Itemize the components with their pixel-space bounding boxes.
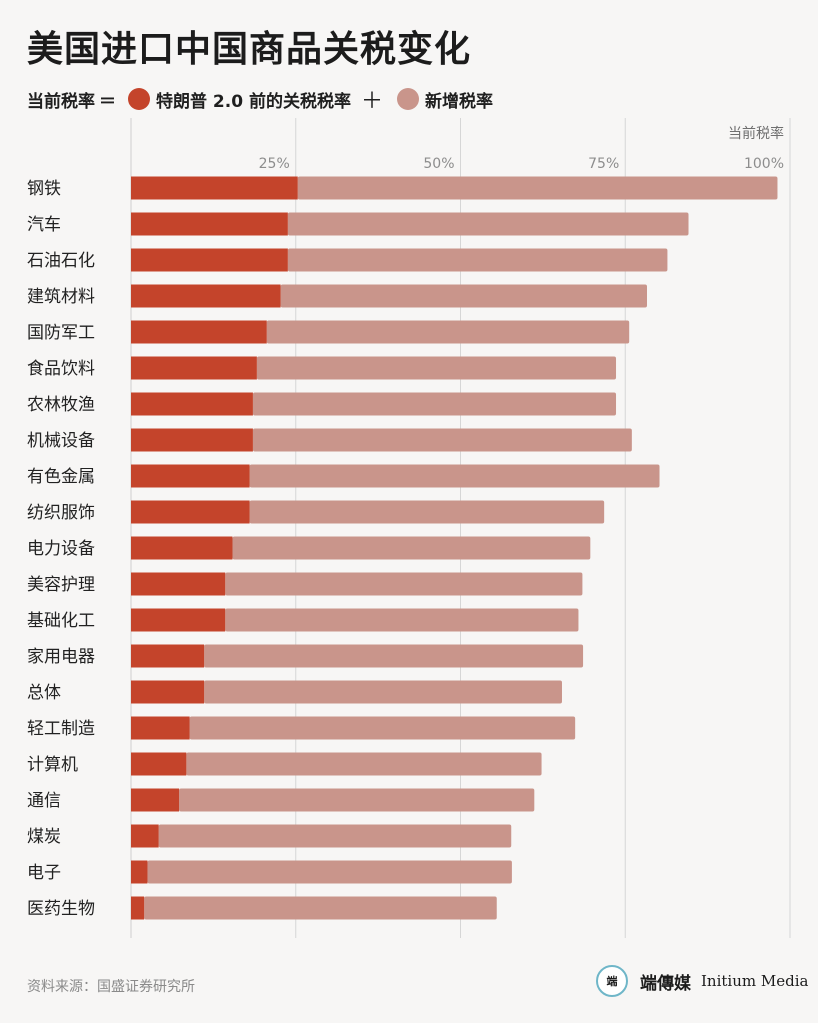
axis-title: 当前税率 [728, 125, 784, 142]
bar-base-rate [131, 248, 288, 272]
bar-added-rate [147, 860, 512, 884]
bar-base-rate [131, 608, 226, 632]
bar-base-rate [131, 788, 180, 812]
bar-added-rate [204, 680, 562, 704]
bar-base-rate [131, 644, 205, 668]
tick-label-25: 25% [259, 156, 290, 172]
category-label: 食品饮料 [27, 359, 95, 379]
bar-base-rate [131, 680, 205, 704]
legend: 当前税率 ＝ 特朗普 2.0 前的关税税率 ＋ 新增税率 [27, 84, 493, 114]
tick-label-100: 100% [744, 156, 784, 172]
legend-swatch-base [128, 88, 150, 110]
legend-prefix: 当前税率 [27, 91, 95, 112]
bar-added-rate [249, 464, 660, 488]
category-label: 电力设备 [27, 539, 95, 559]
bar-base-rate [131, 464, 250, 488]
bar-base-rate [131, 212, 288, 236]
bar-base-rate [131, 716, 190, 740]
bar-base-rate [131, 824, 159, 848]
brand-name-cn: 端傳媒 [640, 973, 691, 994]
bar-added-rate [252, 428, 632, 452]
bar-base-rate [131, 500, 250, 524]
category-label: 钢铁 [27, 179, 61, 199]
bar-base-rate [131, 428, 253, 452]
category-label: 纺织服饰 [27, 503, 95, 523]
brand: 端 端傳媒 Initium Media [596, 963, 808, 999]
bar-added-rate [287, 212, 689, 236]
bar-base-rate [131, 860, 148, 884]
bar-added-rate [225, 572, 583, 596]
bar-added-rate [179, 788, 535, 812]
bar-added-rate [144, 896, 497, 920]
chart-title: 美国进口中国商品关税变化 [27, 29, 472, 70]
category-label: 通信 [27, 791, 61, 811]
bar-base-rate [131, 392, 253, 416]
legend-label-base: 特朗普 2.0 前的关税税率 [156, 91, 351, 112]
source-note: 资料来源：国盛证券研究所 [27, 979, 195, 995]
bar-added-rate [232, 536, 591, 560]
bar-base-rate [131, 572, 226, 596]
bar-base-rate [131, 356, 257, 380]
bar-added-rate [249, 500, 605, 524]
legend-swatch-added [396, 88, 419, 110]
category-label: 农林牧渔 [27, 395, 95, 415]
bar-added-rate [204, 644, 584, 668]
category-label: 机械设备 [27, 431, 95, 451]
tick-label-50: 50% [423, 156, 454, 172]
category-label: 石油石化 [27, 251, 95, 271]
category-label: 汽车 [27, 215, 61, 235]
category-label: 电子 [27, 863, 61, 883]
bar-added-rate [280, 284, 647, 308]
bar-base-rate [131, 284, 281, 308]
category-label: 计算机 [27, 755, 78, 775]
category-label: 有色金属 [27, 467, 95, 487]
legend-label-added: 新增税率 [424, 91, 493, 112]
bar-base-rate [131, 320, 267, 344]
category-label: 家用电器 [27, 647, 95, 667]
category-label: 美容护理 [27, 575, 95, 595]
category-label: 医药生物 [27, 899, 95, 919]
bar-added-rate [287, 248, 668, 272]
brand-logo-icon: 端 [596, 965, 628, 997]
bar-added-rate [252, 392, 617, 416]
bar-base-rate [131, 536, 233, 560]
bar-added-rate [256, 356, 617, 380]
bar-base-rate [131, 176, 298, 200]
bar-added-rate [186, 752, 542, 776]
bar-added-rate [225, 608, 579, 632]
tick-label-75: 75% [588, 156, 619, 172]
bar-added-rate [297, 176, 778, 200]
bar-added-rate [189, 716, 576, 740]
category-label: 总体 [27, 683, 61, 703]
category-label: 建筑材料 [27, 287, 95, 307]
category-label: 煤炭 [27, 827, 61, 847]
category-label: 基础化工 [27, 611, 95, 631]
category-label: 国防军工 [27, 323, 95, 343]
bar-added-rate [266, 320, 630, 344]
bar-base-rate [131, 896, 145, 920]
bar-added-rate [158, 824, 512, 848]
legend-equals: ＝ [99, 91, 116, 112]
bar-base-rate [131, 752, 187, 776]
stacked-bar-chart: 25% 50% 75% 100% 当前税率钢铁汽车石油石化建筑材料国防军工食品饮料农林牧… [27, 118, 791, 938]
brand-name-en: Initium Media [701, 972, 809, 990]
category-label: 轻工制造 [27, 719, 95, 739]
legend-plus: ＋ [360, 89, 383, 114]
